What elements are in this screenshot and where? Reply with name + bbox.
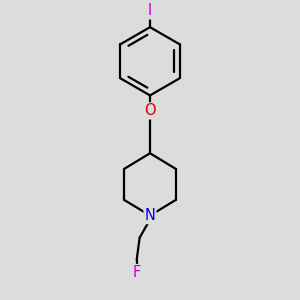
Text: O: O	[144, 103, 156, 118]
Text: N: N	[145, 208, 155, 223]
Text: I: I	[148, 3, 152, 18]
Text: F: F	[133, 265, 141, 280]
